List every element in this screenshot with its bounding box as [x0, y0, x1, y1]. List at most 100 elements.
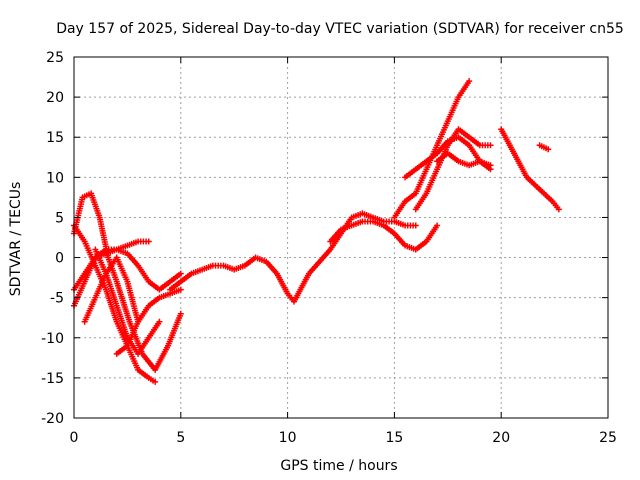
- x-tick-label: 5: [176, 430, 185, 446]
- data-point-fill: [479, 142, 491, 149]
- data-point-fill: [105, 247, 118, 256]
- x-tick-label: 25: [599, 430, 617, 446]
- data-point-fill: [525, 175, 537, 187]
- data-point-fill: [456, 80, 471, 99]
- data-point: [152, 378, 159, 385]
- data-point: [555, 206, 562, 213]
- data-point-fill: [88, 192, 102, 219]
- data-point: [545, 146, 552, 153]
- data-point-fill: [81, 191, 92, 200]
- series-track-9: [327, 218, 441, 253]
- y-tick-label: -5: [50, 291, 64, 307]
- data-point-fill: [328, 232, 343, 251]
- data-point-fill: [318, 248, 332, 263]
- data-point-fill: [147, 376, 157, 384]
- data-point-fill: [534, 183, 546, 195]
- data-point-fill: [233, 263, 246, 272]
- x-tick-label: 20: [492, 430, 510, 446]
- data-point-fill: [158, 291, 171, 300]
- data-point: [487, 162, 494, 169]
- data-point: [412, 222, 419, 229]
- data-point-fill: [446, 151, 460, 163]
- data-point-fill: [468, 159, 481, 168]
- data-point-fill: [179, 271, 193, 284]
- plot-frame: [73, 56, 609, 419]
- data-point-fill: [71, 280, 87, 307]
- data-point-fill: [425, 151, 439, 163]
- data-point-fill: [105, 246, 118, 253]
- data-point-fill: [435, 120, 450, 147]
- x-tick-label: 0: [70, 430, 79, 446]
- data-point-fill: [264, 260, 279, 275]
- data-point-fill: [457, 135, 471, 147]
- data-point-fill: [457, 127, 471, 139]
- data-point-fill: [136, 368, 150, 380]
- data-point-fill: [307, 260, 322, 275]
- data-point-fill: [169, 287, 182, 296]
- data-point-fill: [424, 224, 439, 243]
- data-point-fill: [114, 280, 132, 323]
- data-point-fill: [125, 252, 140, 267]
- data-point-fill: [126, 239, 139, 248]
- data-point-fill: [445, 96, 461, 122]
- x-axis-label: GPS time / hours: [280, 458, 397, 474]
- data-point-fill: [125, 320, 141, 347]
- data-point-fill: [478, 159, 492, 168]
- data-point-fill: [147, 279, 161, 292]
- data-point-fill: [403, 191, 417, 204]
- data-point-fill: [372, 215, 385, 224]
- data-point-fill: [516, 160, 529, 179]
- data-point: [434, 222, 441, 229]
- data-point-fill: [190, 267, 204, 276]
- data-point-fill: [274, 272, 290, 295]
- grid: [74, 57, 608, 418]
- data-point: [487, 142, 494, 149]
- y-tick-label: -10: [41, 331, 64, 347]
- data-point-fill: [147, 296, 161, 308]
- data-point-fill: [168, 271, 183, 284]
- data-point-fill: [137, 238, 150, 245]
- data-point-fill: [158, 279, 172, 292]
- data-point-fill: [243, 255, 257, 268]
- y-tick-label: 15: [46, 130, 64, 146]
- series-track-15: [536, 142, 552, 153]
- data-point-fill: [467, 144, 482, 163]
- data-point-fill: [362, 218, 374, 225]
- data-point-fill: [424, 168, 440, 195]
- data-point: [177, 310, 184, 317]
- data-point-fill: [328, 228, 343, 243]
- data-point-fill: [212, 262, 224, 269]
- data-point-fill: [372, 219, 385, 228]
- data-point: [145, 238, 152, 245]
- x-tick-label: 15: [385, 430, 403, 446]
- y-tick-label: -15: [41, 371, 64, 387]
- data-point-fill: [168, 279, 183, 292]
- series-track-12: [412, 126, 494, 213]
- series-track-6: [113, 286, 184, 357]
- data-point-fill: [103, 272, 120, 307]
- data-point-fill: [499, 128, 512, 147]
- data-point-fill: [254, 255, 268, 264]
- axis-ticks: 0 5 10 15 20 25 -20 -15 -10 -5 0 5 10 15 20 25: [41, 50, 617, 446]
- data-point-fill: [286, 292, 296, 303]
- data-point-fill: [382, 223, 396, 236]
- data-point-fill: [136, 336, 151, 355]
- data-point-fill: [404, 222, 417, 229]
- data-point-fill: [414, 239, 428, 252]
- data-point-fill: [103, 288, 120, 323]
- data-point-fill: [115, 344, 129, 356]
- data-point-fill: [83, 256, 98, 275]
- data-point-fill: [507, 144, 521, 163]
- data-point-fill: [551, 200, 561, 211]
- chart-title: Day 157 of 2025, Sidereal Day-to-day VTE…: [56, 21, 624, 37]
- y-axis-label: SDTVAR / TECUs: [8, 182, 24, 297]
- data-point-fill: [93, 272, 109, 299]
- data-point-fill: [300, 272, 311, 287]
- data-point-fill: [125, 344, 141, 371]
- y-tick-label: 25: [46, 50, 64, 66]
- series-track-13: [434, 150, 494, 169]
- data-point-fill: [165, 312, 183, 347]
- data-point-fill: [114, 256, 130, 283]
- data-point-fill: [414, 159, 428, 171]
- data-point-fill: [340, 223, 353, 232]
